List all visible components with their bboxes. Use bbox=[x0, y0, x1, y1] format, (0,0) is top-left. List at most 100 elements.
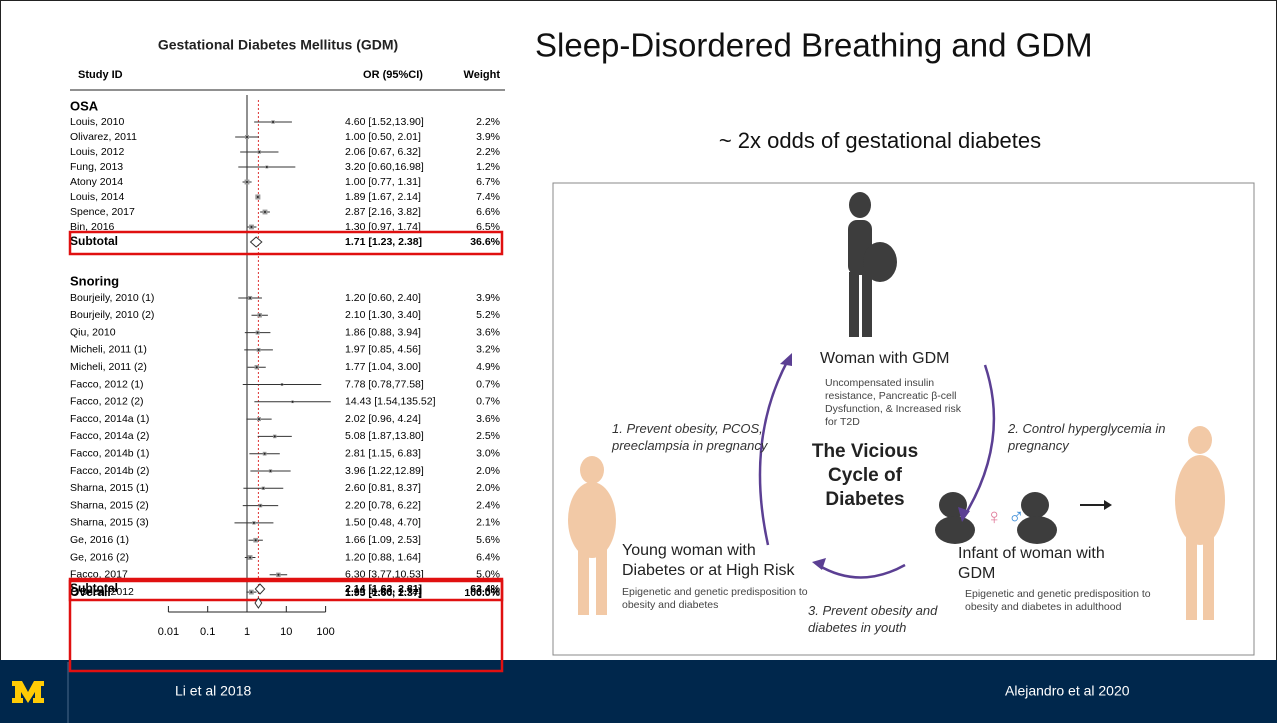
study-id: Facco, 2014b (2) bbox=[70, 465, 149, 477]
weight: 7.4% bbox=[476, 191, 500, 203]
point-estimate bbox=[246, 181, 248, 183]
slide: {"slide":{"title":"Sleep-Disordered Brea… bbox=[0, 0, 1277, 723]
weight: 3.6% bbox=[476, 413, 500, 425]
weight: 100.0% bbox=[464, 587, 500, 599]
study-id: Facco, 2012 (2) bbox=[70, 396, 144, 408]
weight: 2.0% bbox=[476, 465, 500, 477]
point-estimate bbox=[259, 314, 261, 316]
x-tick-label: 0.01 bbox=[158, 626, 179, 638]
study-id: Facco, 2014a (2) bbox=[70, 430, 149, 442]
point-estimate bbox=[277, 574, 279, 576]
footer-citation: Li et al 2018 bbox=[175, 683, 251, 699]
study-id: Spence, 2017 bbox=[70, 206, 135, 218]
point-estimate bbox=[257, 196, 259, 198]
study-id: Fung, 2013 bbox=[70, 161, 123, 173]
point-estimate bbox=[256, 366, 258, 368]
or-ci: 2.02 [0.96, 4.24] bbox=[345, 413, 421, 425]
study-id: Facco, 2014a (1) bbox=[70, 413, 149, 425]
weight: 3.2% bbox=[476, 344, 500, 356]
weight: 4.9% bbox=[476, 361, 500, 373]
weight: 2.1% bbox=[476, 517, 500, 529]
or-ci: 2.10 [1.30, 3.40] bbox=[345, 309, 421, 321]
x-tick-label: 0.1 bbox=[200, 626, 215, 638]
or-ci: 1.97 [0.85, 4.56] bbox=[345, 344, 421, 356]
column-header: OR (95%CI) bbox=[363, 69, 423, 81]
study-id: Ge, 2016 (2) bbox=[70, 551, 129, 563]
point-estimate bbox=[258, 151, 260, 153]
point-estimate bbox=[262, 487, 264, 489]
point-estimate bbox=[246, 136, 248, 138]
study-id: Qiu, 2010 bbox=[70, 326, 116, 338]
or-ci: 1.50 [0.48, 4.70] bbox=[345, 517, 421, 529]
point-estimate bbox=[258, 349, 260, 351]
point-estimate bbox=[274, 435, 276, 437]
or-ci: 1.20 [0.88, 1.64] bbox=[345, 551, 421, 563]
study-id: Micheli, 2011 (1) bbox=[70, 344, 147, 356]
study-id: Micheli, 2011 (2) bbox=[70, 361, 147, 373]
x-tick-label: 10 bbox=[280, 626, 292, 638]
weight: 5.6% bbox=[476, 534, 500, 546]
weight: 0.7% bbox=[476, 396, 500, 408]
female-symbol: ♀ bbox=[986, 504, 1003, 530]
or-ci: 14.43 [1.54,135.52] bbox=[345, 396, 436, 408]
point-estimate bbox=[253, 522, 255, 524]
or-ci: 2.60 [0.81, 8.37] bbox=[345, 482, 421, 494]
slide-subtitle: ~ 2x odds of gestational diabetes bbox=[719, 128, 1041, 153]
weight: 3.9% bbox=[476, 292, 500, 304]
point-estimate bbox=[250, 226, 252, 228]
weight: 2.2% bbox=[476, 116, 500, 128]
weight: 6.7% bbox=[476, 176, 500, 188]
weight: 6.4% bbox=[476, 551, 500, 563]
point-estimate bbox=[258, 418, 260, 420]
weight: 2.2% bbox=[476, 146, 500, 158]
male-symbol: ♂ bbox=[1008, 504, 1025, 530]
point-estimate bbox=[264, 211, 266, 213]
weight: 3.0% bbox=[476, 447, 500, 459]
node-text: Uncompensated insulin resistance, Pancre… bbox=[825, 377, 975, 429]
study-id: Sharna, 2015 (1) bbox=[70, 482, 149, 494]
study-id: Louis, 2014 bbox=[70, 191, 124, 203]
point-estimate bbox=[266, 166, 268, 168]
or-ci: 1.20 [0.60, 2.40] bbox=[345, 292, 421, 304]
node-text: Epigenetic and genetic predisposition to… bbox=[965, 588, 1165, 614]
or-ci: 1.95 [1.60, 2.37] bbox=[345, 587, 422, 599]
weight: 36.6% bbox=[470, 236, 500, 248]
weight: 6.6% bbox=[476, 206, 500, 218]
summary-diamond bbox=[251, 237, 262, 247]
weight: 2.5% bbox=[476, 430, 500, 442]
or-ci: 1.89 [1.67, 2.14] bbox=[345, 191, 421, 203]
point-estimate bbox=[264, 453, 266, 455]
or-ci: 4.60 [1.52,13.90] bbox=[345, 116, 424, 128]
point-estimate bbox=[249, 557, 251, 559]
point-estimate bbox=[269, 470, 271, 472]
or-ci: 2.87 [2.16, 3.82] bbox=[345, 206, 421, 218]
or-ci: 1.00 [0.50, 2.01] bbox=[345, 131, 421, 143]
or-ci: 1.77 [1.04, 3.00] bbox=[345, 361, 421, 373]
weight: 2.4% bbox=[476, 499, 500, 511]
group-label: Snoring bbox=[70, 273, 119, 288]
slide-title: Sleep-Disordered Breathing and GDM bbox=[535, 27, 1093, 64]
weight: 5.2% bbox=[476, 309, 500, 321]
point-estimate bbox=[281, 384, 283, 386]
or-ci: 5.08 [1.87,13.80] bbox=[345, 430, 424, 442]
node-title: Young woman with Diabetes or at High Ris… bbox=[622, 541, 822, 581]
footer-citation: Alejandro et al 2020 bbox=[1005, 683, 1130, 699]
weight: 0.7% bbox=[476, 378, 500, 390]
or-ci: 1.71 [1.23, 2.38] bbox=[345, 236, 422, 248]
column-header: Study ID bbox=[78, 69, 123, 81]
study-id: Facco, 2014b (1) bbox=[70, 447, 149, 459]
study-id: Ge, 2016 (1) bbox=[70, 534, 129, 546]
or-ci: 1.00 [0.77, 1.31] bbox=[345, 176, 421, 188]
highlight-box bbox=[70, 232, 502, 254]
study-id: Atony 2014 bbox=[70, 176, 123, 188]
node-text: Epigenetic and genetic predisposition to… bbox=[622, 586, 822, 612]
study-id: Olivarez, 2011 bbox=[70, 131, 137, 143]
node-title: Woman with GDM bbox=[820, 350, 1000, 368]
weight: 3.6% bbox=[476, 326, 500, 338]
x-tick-label: 100 bbox=[316, 626, 334, 638]
study-id: Louis, 2010 bbox=[70, 116, 124, 128]
or-ci: 3.20 [0.60,16.98] bbox=[345, 161, 424, 173]
group-label: OSA bbox=[70, 98, 99, 113]
step-label: 3. Prevent obesity and diabetes in youth bbox=[808, 602, 958, 636]
slide-canvas: Sleep-Disordered Breathing and GDM ~ 2x … bbox=[0, 0, 1277, 723]
